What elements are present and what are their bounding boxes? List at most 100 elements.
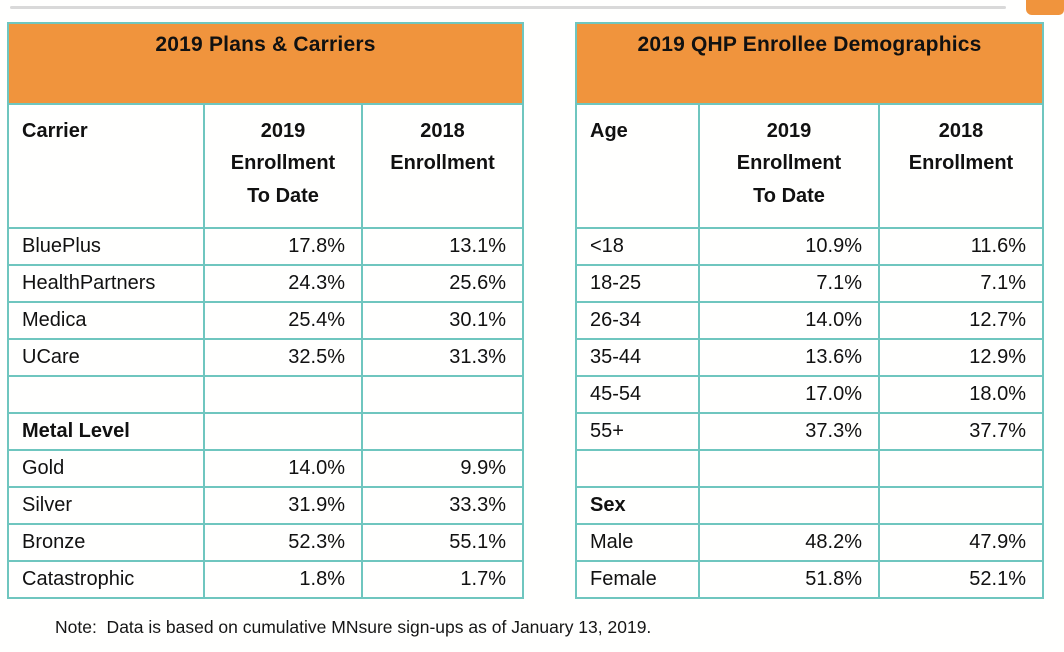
table-row: Female 51.8% 52.1% bbox=[575, 560, 1044, 599]
row-label-cell: Male bbox=[575, 523, 700, 562]
table-row: Male 48.2% 47.9% bbox=[575, 523, 1044, 562]
section-header-row: Metal Level bbox=[7, 412, 525, 451]
value-cell: 9.9% bbox=[360, 449, 525, 488]
value-cell: 51.8% bbox=[698, 560, 880, 599]
value-cell: 11.6% bbox=[878, 227, 1044, 266]
value-cell bbox=[878, 449, 1044, 488]
value-cell bbox=[878, 486, 1044, 525]
table-title: 2019 QHP Enrollee Demographics bbox=[575, 22, 1044, 105]
table-row: HealthPartners 24.3% 25.6% bbox=[7, 264, 525, 303]
row-label-cell: 35-44 bbox=[575, 338, 700, 377]
column-header-2019-enrollment: 2019 Enrollment To Date bbox=[698, 103, 880, 229]
plans-carriers-table-body: BluePlus 17.8% 13.1% HealthPartners 24.3% 25.… bbox=[7, 227, 525, 599]
table-row: UCare 32.5% 31.3% bbox=[7, 338, 525, 377]
value-cell: 1.7% bbox=[360, 560, 525, 599]
qhp-demographics-table: 2019 QHP Enrollee Demographics Age 2019 … bbox=[575, 22, 1044, 599]
row-label-cell: Medica bbox=[7, 301, 205, 340]
section-header-row: Sex bbox=[575, 486, 1044, 525]
corner-accent-tab bbox=[1026, 0, 1064, 15]
row-label-cell bbox=[7, 375, 205, 414]
value-cell: 13.6% bbox=[698, 338, 880, 377]
spacer-row bbox=[575, 449, 1044, 488]
value-cell: 17.0% bbox=[698, 375, 880, 414]
value-cell: 33.3% bbox=[360, 486, 525, 525]
note-text: Note: Data is based on cumulative MNsure… bbox=[55, 617, 652, 637]
value-cell: 31.9% bbox=[203, 486, 363, 525]
table-title-row: 2019 QHP Enrollee Demographics bbox=[575, 22, 1044, 105]
value-cell: 30.1% bbox=[360, 301, 525, 340]
value-cell: 13.1% bbox=[360, 227, 525, 266]
row-label-cell: Bronze bbox=[7, 523, 205, 562]
value-cell: 24.3% bbox=[203, 264, 363, 303]
qhp-demographics-table-body: <18 10.9% 11.6% 18-25 7.1% 7.1% 26-34 14.0% 12.7… bbox=[575, 227, 1044, 599]
row-label-cell: Gold bbox=[7, 449, 205, 488]
table-title-row: 2019 Plans & Carriers bbox=[6, 22, 525, 105]
table-row: 45-54 17.0% 18.0% bbox=[575, 375, 1044, 414]
value-cell: 12.9% bbox=[878, 338, 1044, 377]
row-label-cell: Silver bbox=[7, 486, 205, 525]
value-cell: 17.8% bbox=[203, 227, 363, 266]
value-cell: 14.0% bbox=[698, 301, 880, 340]
value-cell: 31.3% bbox=[360, 338, 525, 377]
plans-carriers-table: 2019 Plans & Carriers Carrier 2019 Enrol… bbox=[6, 22, 525, 599]
value-cell: 25.4% bbox=[203, 301, 363, 340]
row-label-cell: BluePlus bbox=[7, 227, 205, 266]
row-label-cell: 26-34 bbox=[575, 301, 700, 340]
row-label-cell: HealthPartners bbox=[7, 264, 205, 303]
value-cell: 25.6% bbox=[360, 264, 525, 303]
table-row: 35-44 13.6% 12.9% bbox=[575, 338, 1044, 377]
table-row: <18 10.9% 11.6% bbox=[575, 227, 1044, 266]
table-row: Medica 25.4% 30.1% bbox=[7, 301, 525, 340]
value-cell: 14.0% bbox=[203, 449, 363, 488]
table-title: 2019 Plans & Carriers bbox=[6, 22, 525, 105]
row-label-cell: Sex bbox=[575, 486, 700, 525]
row-label-cell: Female bbox=[575, 560, 700, 599]
value-cell: 10.9% bbox=[698, 227, 880, 266]
value-cell: 12.7% bbox=[878, 301, 1044, 340]
value-cell bbox=[360, 375, 525, 414]
value-cell: 7.1% bbox=[698, 264, 880, 303]
value-cell bbox=[360, 412, 525, 451]
value-cell bbox=[698, 449, 880, 488]
value-cell: 18.0% bbox=[878, 375, 1044, 414]
value-cell: 48.2% bbox=[698, 523, 880, 562]
column-header-2019-enrollment: 2019 Enrollment To Date bbox=[203, 103, 363, 229]
value-cell: 7.1% bbox=[878, 264, 1044, 303]
value-cell bbox=[203, 412, 363, 451]
value-cell: 47.9% bbox=[878, 523, 1044, 562]
value-cell: 55.1% bbox=[360, 523, 525, 562]
row-label-cell: 18-25 bbox=[575, 264, 700, 303]
table-row: 26-34 14.0% 12.7% bbox=[575, 301, 1044, 340]
value-cell: 52.1% bbox=[878, 560, 1044, 599]
row-label-cell: 45-54 bbox=[575, 375, 700, 414]
top-divider-line bbox=[10, 6, 1006, 9]
plans-carriers-table-head: 2019 Plans & Carriers Carrier 2019 Enrol… bbox=[6, 22, 525, 229]
value-cell: 1.8% bbox=[203, 560, 363, 599]
table-row: Gold 14.0% 9.9% bbox=[7, 449, 525, 488]
qhp-demographics-table-head: 2019 QHP Enrollee Demographics Age 2019 … bbox=[575, 22, 1044, 229]
column-header-2018-enrollment: 2018 Enrollment bbox=[360, 103, 525, 229]
row-label-cell: <18 bbox=[575, 227, 700, 266]
table-row: Silver 31.9% 33.3% bbox=[7, 486, 525, 525]
column-header-row: Carrier 2019 Enrollment To Date 2018 Enr… bbox=[7, 103, 525, 229]
column-header-age: Age bbox=[575, 103, 700, 229]
row-label-cell: Catastrophic bbox=[7, 560, 205, 599]
value-cell: 37.3% bbox=[698, 412, 880, 451]
table-row: 55+ 37.3% 37.7% bbox=[575, 412, 1044, 451]
column-header-carrier: Carrier bbox=[7, 103, 205, 229]
value-cell: 52.3% bbox=[203, 523, 363, 562]
row-label-cell: UCare bbox=[7, 338, 205, 377]
table-row: 18-25 7.1% 7.1% bbox=[575, 264, 1044, 303]
table-row: BluePlus 17.8% 13.1% bbox=[7, 227, 525, 266]
column-header-row: Age 2019 Enrollment To Date 2018 Enrollm… bbox=[575, 103, 1044, 229]
value-cell bbox=[203, 375, 363, 414]
spacer-row bbox=[7, 375, 525, 414]
table-row: Catastrophic 1.8% 1.7% bbox=[7, 560, 525, 599]
row-label-cell: 55+ bbox=[575, 412, 700, 451]
row-label-cell bbox=[575, 449, 700, 488]
column-header-2018-enrollment: 2018 Enrollment bbox=[878, 103, 1044, 229]
table-row: Bronze 52.3% 55.1% bbox=[7, 523, 525, 562]
value-cell bbox=[698, 486, 880, 525]
row-label-cell: Metal Level bbox=[7, 412, 205, 451]
value-cell: 37.7% bbox=[878, 412, 1044, 451]
